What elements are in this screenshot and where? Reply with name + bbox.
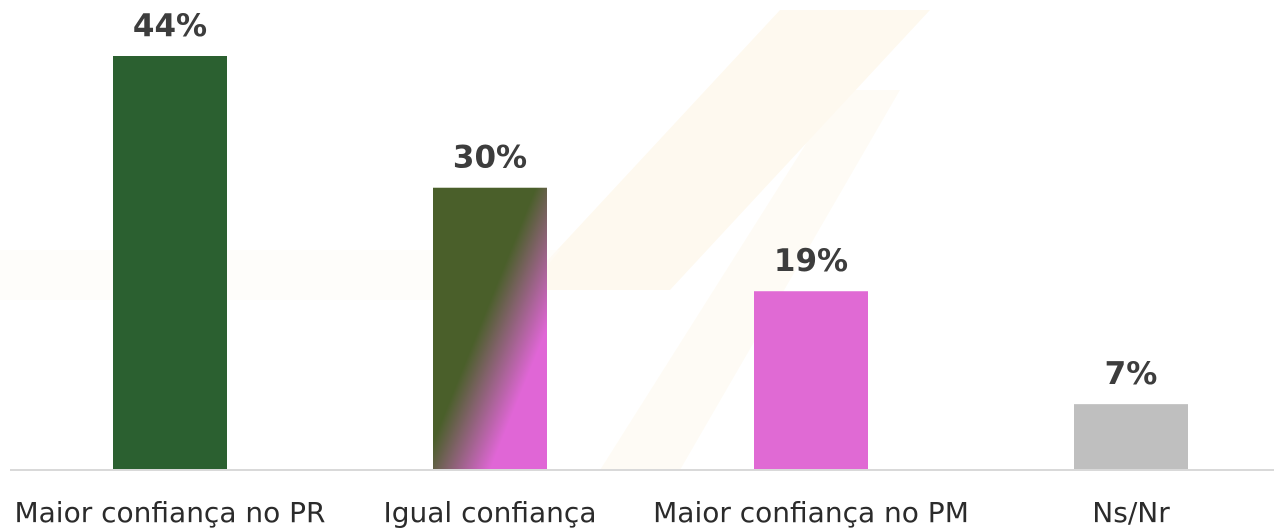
category-label-3: Maior confiança no PM xyxy=(653,496,969,529)
value-label-3: 19% xyxy=(774,243,848,279)
bar-3 xyxy=(754,291,868,470)
value-label-1: 44% xyxy=(133,8,207,44)
category-label-4: Ns/Nr xyxy=(1092,496,1170,529)
category-label-1: Maior confiança no PR xyxy=(14,496,325,529)
bar-1 xyxy=(113,56,227,470)
value-label-2: 30% xyxy=(453,140,527,176)
bar-4 xyxy=(1074,404,1188,470)
category-label-2: Igual confiança xyxy=(384,496,597,529)
bar-2 xyxy=(433,187,547,470)
category-labels-group: Maior confiança no PR Igual confiança Maio… xyxy=(14,496,1170,529)
value-label-4: 7% xyxy=(1105,356,1158,392)
bars-group xyxy=(113,56,1188,470)
value-labels-group: 44% 30% 19% 7% xyxy=(133,8,1157,392)
